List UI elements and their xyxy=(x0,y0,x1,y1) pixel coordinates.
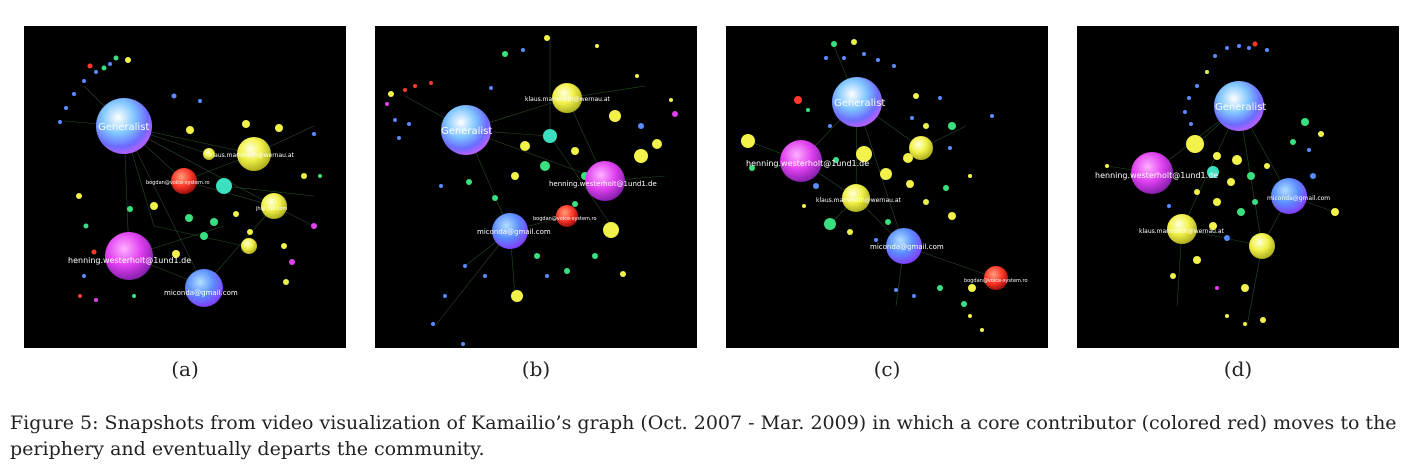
graph-panel-c: Generalist henning.westerholt@1und1.de k… xyxy=(726,26,1048,348)
small-nodes xyxy=(58,55,322,302)
svg-text:Generalist: Generalist xyxy=(441,126,492,137)
svg-text:miconda@gmail.com: miconda@gmail.com xyxy=(164,289,238,297)
svg-text:miconda@gmail.com: miconda@gmail.com xyxy=(870,243,944,251)
figure-caption: Figure 5: Snapshots from video visualiza… xyxy=(10,412,1397,460)
generalist-node xyxy=(441,105,491,155)
node-labels: Generalist henning.westerholt@1und1.de k… xyxy=(746,98,1028,284)
svg-text:bogdan@voice-system.ro: bogdan@voice-system.ro xyxy=(533,216,597,222)
generalist-node xyxy=(832,77,882,127)
svg-text:Generalist: Generalist xyxy=(98,122,149,133)
subcaption-d: (d) xyxy=(1223,357,1253,381)
miconda-node xyxy=(185,269,223,307)
major-nodes xyxy=(96,98,287,307)
svg-text:Generalist: Generalist xyxy=(1215,102,1266,113)
svg-text:henning.westerholt@1und1.de: henning.westerholt@1und1.de xyxy=(549,180,657,188)
svg-text:bogdan@voice-system.ro: bogdan@voice-system.ro xyxy=(146,180,210,186)
svg-text:henning.westerholt@1und1.de: henning.westerholt@1und1.de xyxy=(746,159,869,168)
node-labels: Generalist klaus.mammoth@wernau.at bogda… xyxy=(68,122,295,297)
klaus-node xyxy=(1167,214,1197,244)
bogdan-node xyxy=(556,205,578,227)
node-labels: Generalist klaus.mammoth@wernau.at henni… xyxy=(441,96,657,236)
svg-text:klaus.mammoth@wernau.at: klaus.mammoth@wernau.at xyxy=(1139,228,1225,235)
svg-text:jh@..tel.com: jh@..tel.com xyxy=(255,206,288,212)
subcaption-b: (b) xyxy=(521,357,551,381)
svg-text:klaus.mammoth@wernau.at: klaus.mammoth@wernau.at xyxy=(209,152,295,159)
graph-b-svg: Generalist klaus.mammoth@wernau.at henni… xyxy=(385,35,678,346)
klaus-node xyxy=(552,83,582,113)
klaus-node xyxy=(237,137,271,171)
graph-panel-a: Generalist klaus.mammoth@wernau.at bogda… xyxy=(24,26,346,348)
bogdan-node xyxy=(984,266,1008,290)
subcaption-a: (a) xyxy=(171,357,199,381)
henning-node xyxy=(585,161,625,201)
small-nodes xyxy=(1105,41,1339,326)
miconda-node xyxy=(492,213,528,249)
major-nodes xyxy=(1131,81,1307,259)
graph-c-svg: Generalist henning.westerholt@1und1.de k… xyxy=(741,39,1028,332)
svg-text:klaus.mammoth@wernau.at: klaus.mammoth@wernau.at xyxy=(525,96,611,103)
graph-a-svg: Generalist klaus.mammoth@wernau.at bogda… xyxy=(58,55,322,307)
graph-panel-b: Generalist klaus.mammoth@wernau.at henni… xyxy=(375,26,697,348)
henning-node xyxy=(780,140,822,182)
subcaption-c: (c) xyxy=(873,357,901,381)
svg-text:henning.westerholt@1und1.de: henning.westerholt@1und1.de xyxy=(1095,171,1218,180)
svg-text:Generalist: Generalist xyxy=(834,98,885,109)
bogdan-node xyxy=(171,168,197,194)
edges xyxy=(1106,105,1336,327)
svg-text:miconda@gmail.com: miconda@gmail.com xyxy=(1267,195,1330,202)
jh-node xyxy=(261,193,287,219)
node-labels: Generalist henning.westerholt@1und1.de m… xyxy=(1095,102,1330,235)
miconda-node xyxy=(886,228,922,264)
henning-node xyxy=(105,232,153,280)
svg-text:bogdan@voice-system.ro: bogdan@voice-system.ro xyxy=(964,278,1028,284)
generalist-node xyxy=(1214,81,1264,131)
major-nodes xyxy=(780,77,1008,290)
major-nodes xyxy=(441,83,625,249)
small-nodes xyxy=(385,35,678,346)
small-nodes xyxy=(741,39,994,332)
miconda-node xyxy=(1271,178,1307,214)
svg-text:miconda@gmail.com: miconda@gmail.com xyxy=(477,228,551,236)
graph-panel-d: Generalist henning.westerholt@1und1.de m… xyxy=(1077,26,1399,348)
henning-node xyxy=(1131,152,1173,194)
svg-text:klaus.mammoth@wernau.at: klaus.mammoth@wernau.at xyxy=(816,197,902,204)
klaus-node xyxy=(842,184,870,212)
graph-d-svg: Generalist henning.westerholt@1und1.de m… xyxy=(1095,41,1339,327)
generalist-node xyxy=(96,98,152,154)
svg-text:henning.westerholt@1und1.de: henning.westerholt@1und1.de xyxy=(68,256,191,265)
